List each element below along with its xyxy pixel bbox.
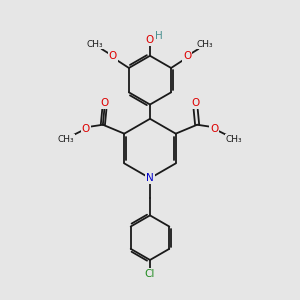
Text: O: O	[0, 299, 1, 300]
Text: methoxy2: methoxy2	[0, 299, 1, 300]
Text: me3: me3	[0, 299, 1, 300]
Text: CH₃: CH₃	[197, 40, 213, 49]
Text: CH₃: CH₃	[58, 135, 74, 144]
Text: O: O	[0, 299, 1, 300]
Text: O: O	[0, 299, 1, 300]
Text: O: O	[108, 51, 117, 61]
Text: N: N	[146, 173, 154, 183]
Text: methoxy: methoxy	[0, 299, 1, 300]
Text: me5: me5	[0, 299, 1, 300]
Text: O: O	[0, 299, 1, 300]
Text: O: O	[146, 35, 154, 45]
Text: H: H	[0, 299, 1, 300]
Text: Cl: Cl	[0, 299, 1, 300]
Text: O: O	[191, 98, 200, 108]
Text: CH₃: CH₃	[226, 135, 242, 144]
Text: O: O	[100, 98, 109, 108]
Text: H: H	[155, 31, 163, 40]
Text: O: O	[210, 124, 218, 134]
Text: O: O	[0, 299, 1, 300]
Text: CH₃: CH₃	[87, 40, 103, 49]
Text: O: O	[82, 124, 90, 134]
Text: Cl: Cl	[145, 268, 155, 279]
Text: O: O	[183, 51, 192, 61]
Text: O: O	[0, 299, 1, 300]
Text: O: O	[0, 299, 1, 300]
Text: N: N	[0, 299, 1, 300]
